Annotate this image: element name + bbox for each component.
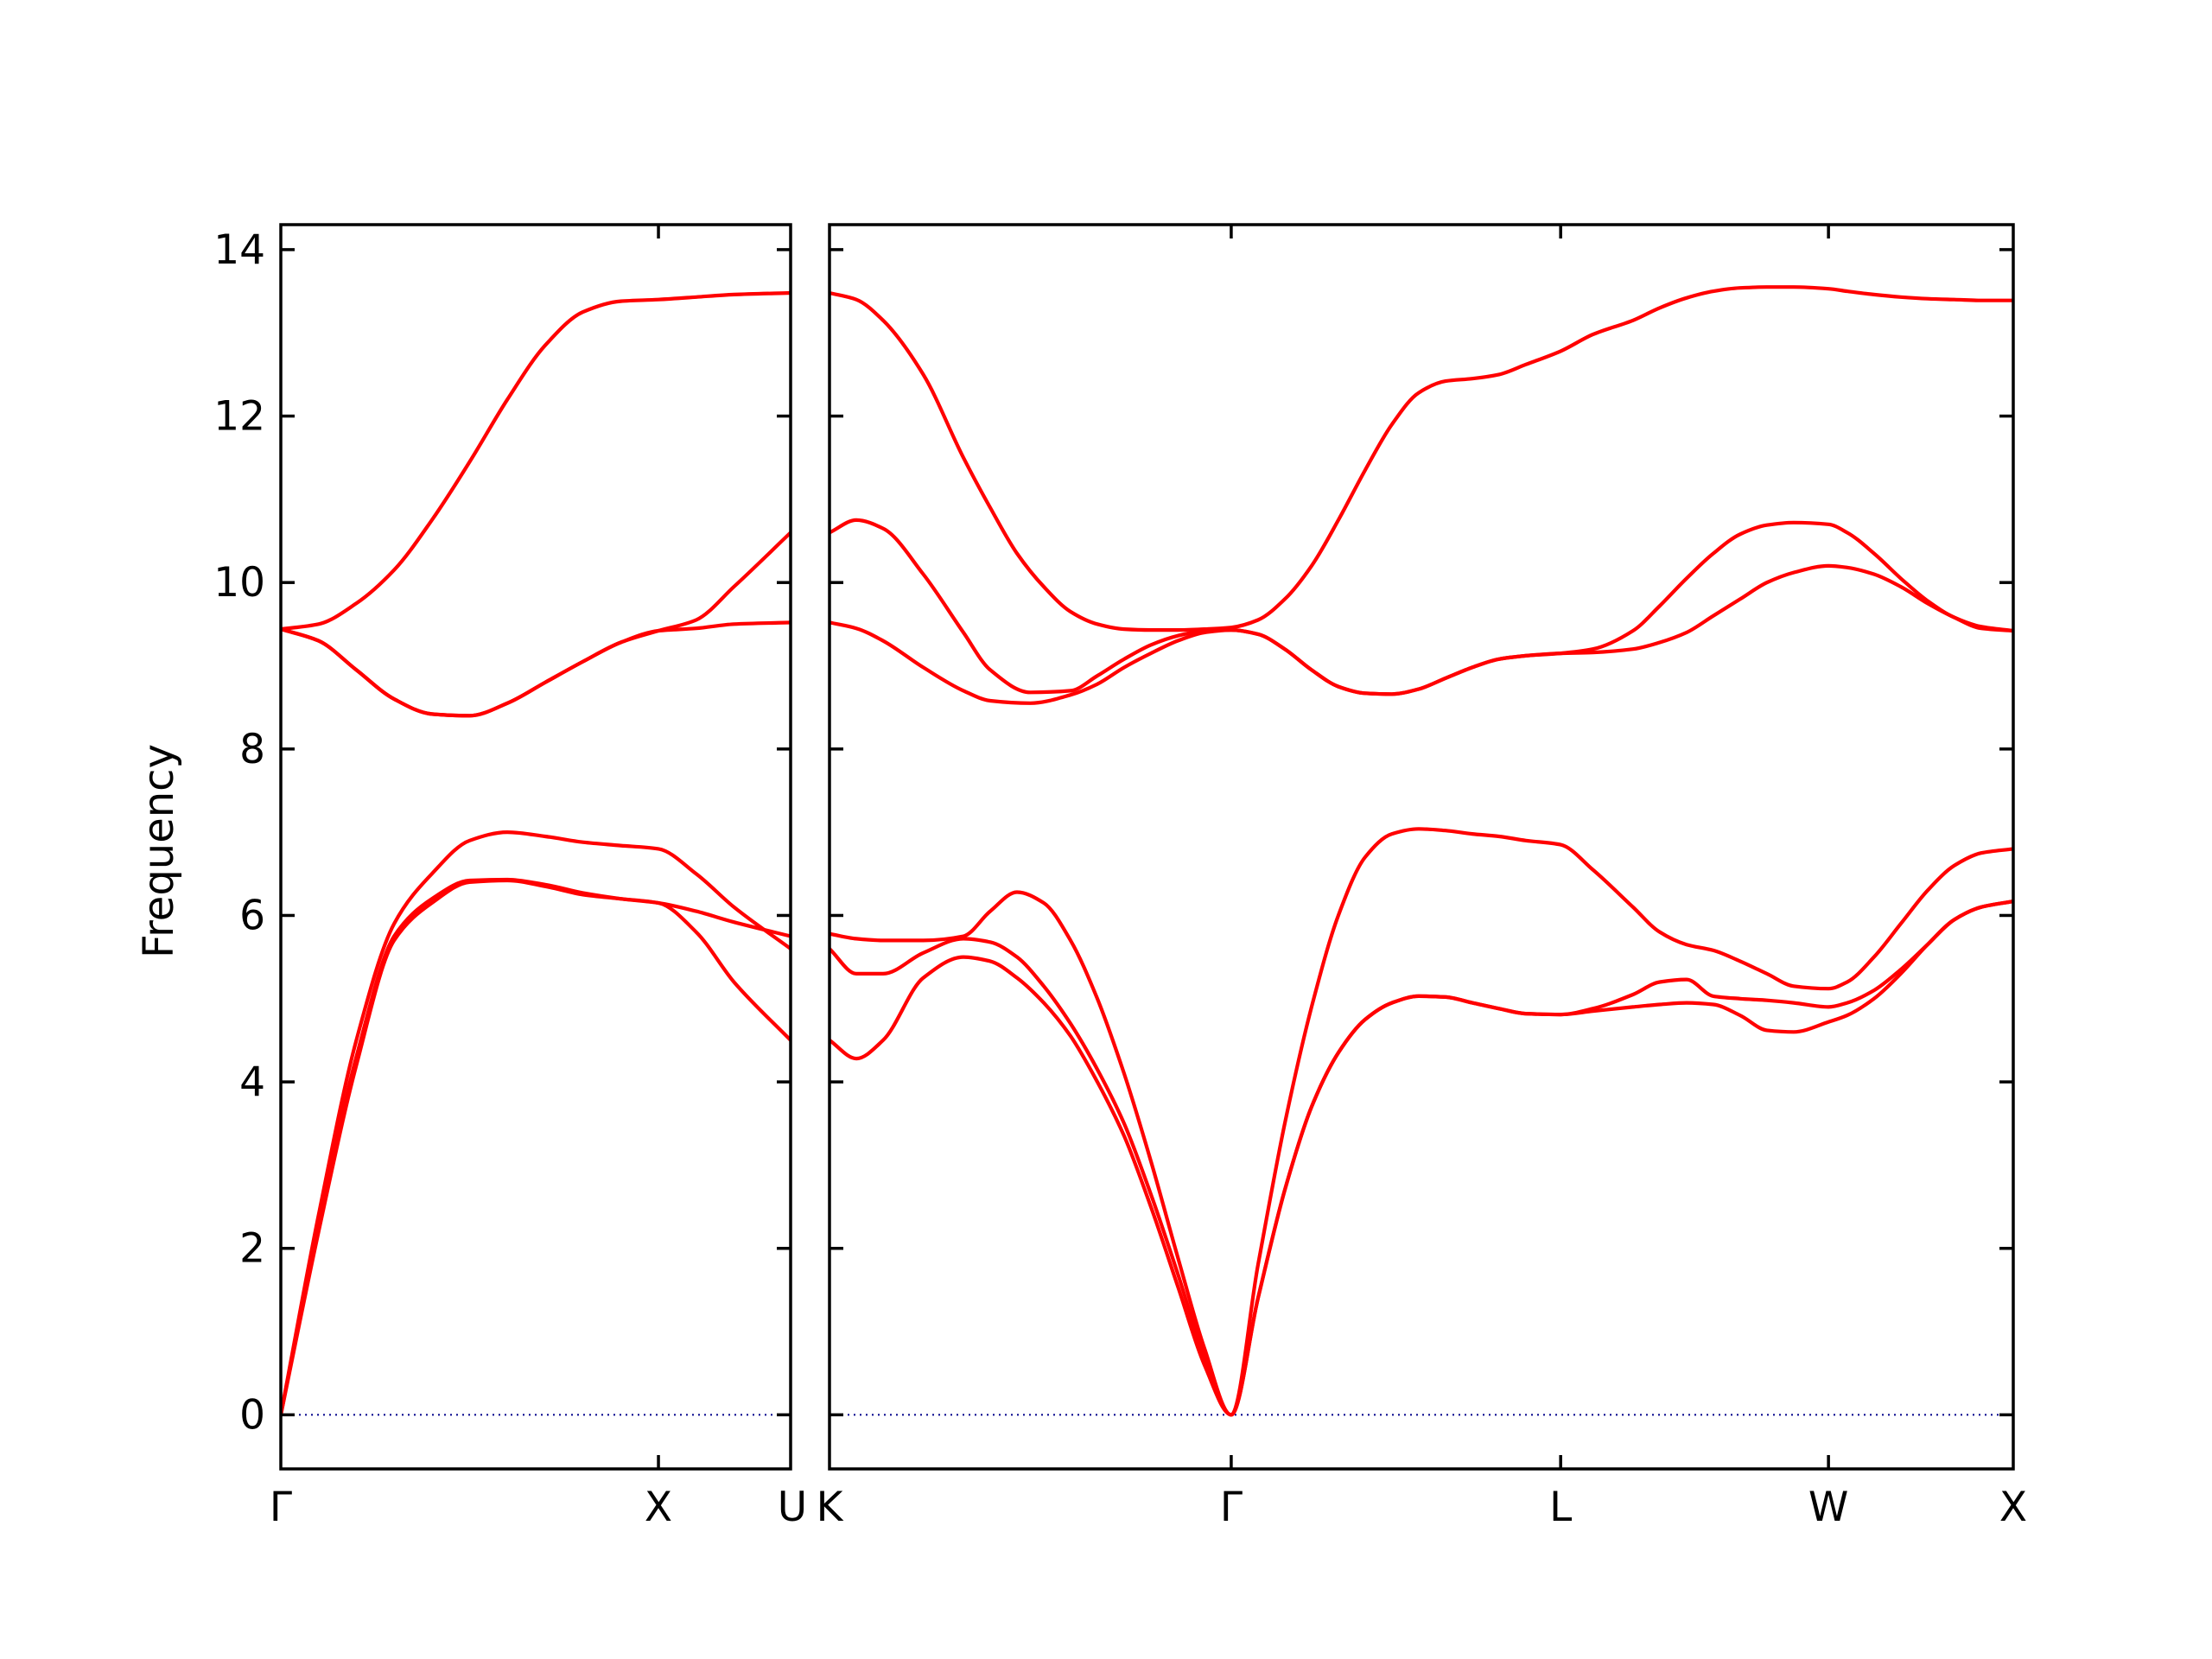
phonon-band-5 xyxy=(830,518,2013,696)
panels: 0 2 4 6 8 10 12 14 Γ X U K Γ L W X xyxy=(213,223,2027,1531)
y-tick-label: 2 xyxy=(239,1225,265,1273)
x-tick-label-Γ: Γ xyxy=(270,1484,292,1531)
x-tick-label-X: X xyxy=(1999,1484,2027,1531)
panel-frame xyxy=(279,223,792,1471)
phonon-band-3 xyxy=(830,827,2013,1417)
x-tick-label-L: L xyxy=(1549,1484,1572,1531)
x-tick-label-Γ: Γ xyxy=(1220,1484,1243,1531)
x-tick-label-K: K xyxy=(817,1484,844,1531)
y-tick-label: 12 xyxy=(213,393,265,441)
y-axis-label: Frequency xyxy=(135,744,183,958)
x-tick-label-U: U xyxy=(778,1484,807,1531)
x-tick-label-X: X xyxy=(645,1484,672,1531)
band-lines xyxy=(281,290,791,1417)
phonon-band-6 xyxy=(830,285,2013,632)
phonon-band-2 xyxy=(830,899,2013,1417)
band-lines xyxy=(830,285,2013,1417)
y-tick-label: 6 xyxy=(239,892,265,939)
phonon-band-4 xyxy=(281,290,791,632)
y-tick-label: 8 xyxy=(239,726,265,773)
phonon-band-6 xyxy=(281,877,791,1417)
y-tick-label: 14 xyxy=(213,226,265,274)
panel-1: 0 2 4 6 8 10 12 14 Γ X U xyxy=(213,223,807,1531)
phonon-band-2 xyxy=(281,830,791,1417)
panel-frame xyxy=(828,223,2015,1471)
y-tick-label: 4 xyxy=(239,1058,265,1106)
y-tick-label: 0 xyxy=(239,1391,265,1439)
y-tick-label: 10 xyxy=(213,559,265,607)
phonon-band-5 xyxy=(281,531,791,718)
x-tick-label-W: W xyxy=(1808,1484,1848,1531)
